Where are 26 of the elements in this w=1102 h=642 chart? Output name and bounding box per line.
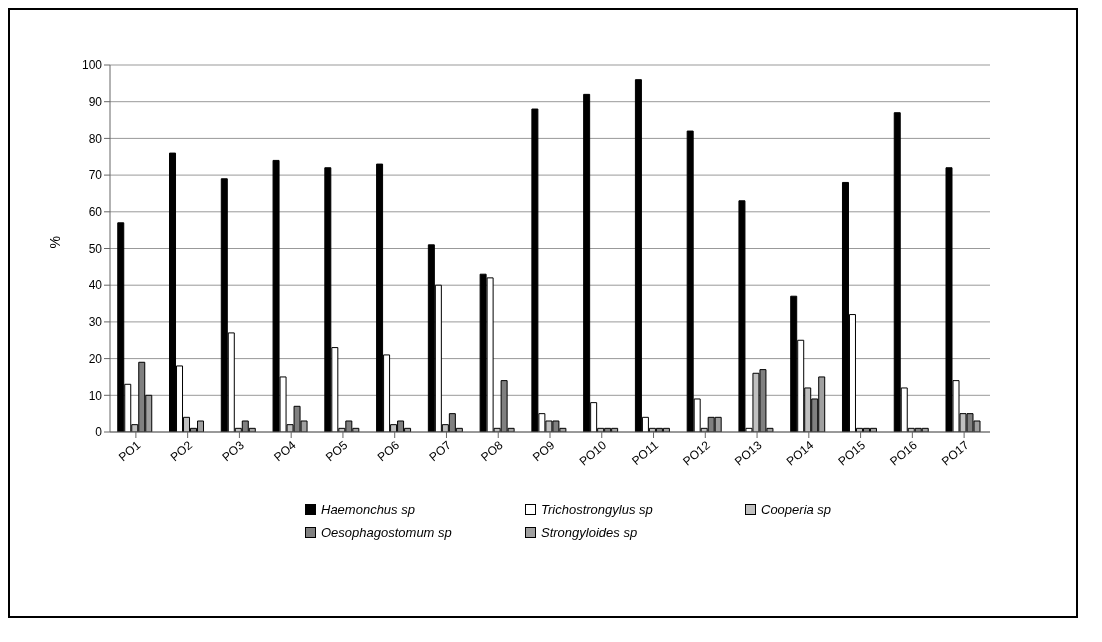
y-tick-label: 30 (88, 315, 103, 330)
y-tick-label: 20 (88, 351, 103, 366)
legend-label: Cooperia sp (761, 502, 832, 517)
legend-label: Oesophagostomum sp (321, 525, 452, 540)
x-tick-label: PO5 (322, 437, 351, 465)
x-tick-label: PO4 (271, 437, 299, 465)
y-tick-label: 10 (88, 388, 103, 403)
x-tick-label: PO3 (219, 437, 248, 465)
y-tick-label: 60 (88, 205, 103, 220)
x-tick-label: PO1 (115, 437, 144, 465)
y-tick-label: 0 (95, 425, 103, 440)
legend-label: Strongyloides sp (541, 525, 638, 540)
x-tick-label: PO8 (478, 437, 506, 465)
y-tick-label: 40 (88, 278, 103, 293)
y-tick-label: 80 (88, 131, 103, 146)
y-tick-label: 50 (88, 241, 103, 256)
legend-label: Trichostrongylus sp (541, 502, 653, 517)
x-tick-label: PO7 (426, 437, 455, 465)
y-tick-label: 70 (88, 168, 103, 183)
x-tick-label: PO9 (530, 437, 558, 465)
y-tick-label: 90 (88, 94, 103, 109)
x-tick-label: PO2 (167, 437, 196, 465)
y-axis-title: % (46, 236, 63, 249)
legend-label: Haemonchus sp (321, 502, 415, 517)
x-tick-label: PO6 (374, 437, 403, 465)
y-tick-label: 100 (81, 58, 103, 73)
